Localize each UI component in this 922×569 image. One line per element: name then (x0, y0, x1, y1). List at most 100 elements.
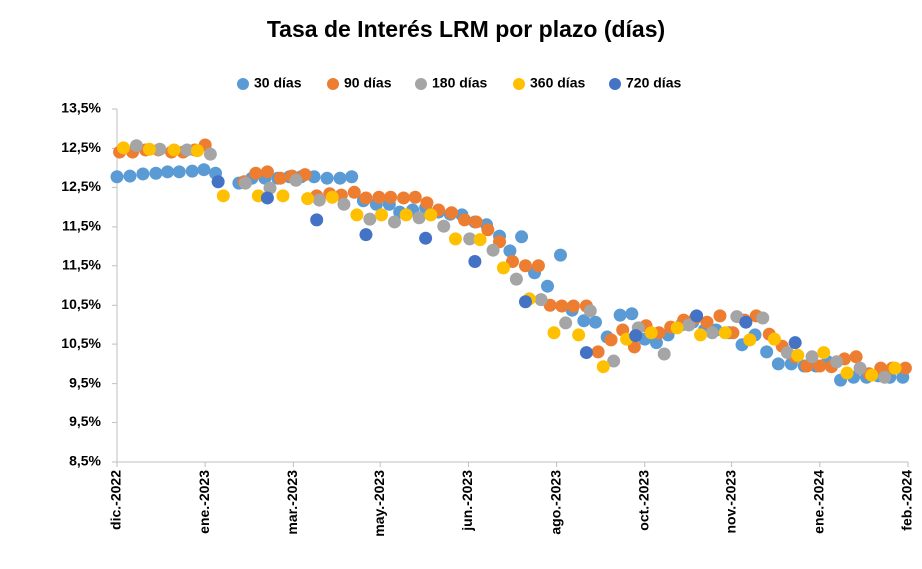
point (878, 370, 892, 384)
point (333, 171, 347, 185)
point (375, 208, 389, 222)
point (756, 311, 770, 325)
point (649, 336, 663, 350)
point (694, 328, 708, 342)
point (110, 170, 124, 184)
point (473, 233, 487, 247)
point (743, 333, 757, 347)
point (372, 190, 386, 204)
y-tick-label: 10,5% (61, 296, 101, 312)
point (301, 192, 315, 206)
legend-marker (415, 78, 427, 90)
y-tick-label: 10,5% (61, 335, 101, 351)
point (559, 316, 573, 330)
point (791, 348, 805, 362)
point (419, 231, 433, 245)
y-tick-label: 11,5% (62, 218, 101, 234)
point (577, 314, 591, 328)
point (541, 279, 555, 293)
legend-label: 90 días (344, 75, 392, 91)
point (363, 212, 377, 226)
y-tick-label: 12,5% (61, 178, 101, 194)
point (625, 307, 639, 321)
point (700, 315, 714, 329)
point (604, 333, 618, 347)
point (496, 261, 510, 275)
x-tick-label: jun.-2023 (459, 470, 475, 532)
y-tick-label: 12,5% (61, 139, 101, 155)
point (547, 326, 561, 340)
point (359, 191, 373, 205)
point (384, 190, 398, 204)
legend-label: 180 días (432, 75, 487, 91)
point (445, 206, 459, 220)
point (788, 336, 802, 350)
point (397, 191, 411, 205)
legend-label: 360 días (530, 75, 585, 91)
point (249, 166, 263, 180)
point (588, 315, 602, 329)
point (596, 360, 610, 374)
point (591, 345, 605, 359)
point (515, 230, 529, 244)
x-tick-label: oct.-2023 (635, 470, 651, 531)
point (180, 143, 194, 157)
y-tick-label: 8,5% (69, 453, 101, 469)
point (211, 175, 225, 189)
point (190, 144, 204, 158)
point (555, 299, 569, 313)
point (771, 357, 785, 371)
y-tick-label: 9,5% (69, 374, 101, 390)
point (566, 299, 580, 313)
point (463, 232, 477, 246)
point (506, 254, 519, 268)
point (408, 190, 422, 204)
x-tick-label: ago.-2023 (547, 470, 563, 535)
point (817, 346, 831, 360)
point (320, 171, 334, 185)
point (116, 141, 130, 155)
point (644, 326, 658, 340)
point (437, 219, 451, 233)
point (780, 346, 794, 360)
point (136, 167, 150, 181)
point (583, 304, 597, 318)
point (325, 190, 339, 204)
point (216, 189, 230, 203)
point (273, 171, 287, 185)
x-tick-label: ene.-2024 (811, 470, 827, 534)
y-tick-label: 13,5% (61, 100, 101, 116)
point (572, 328, 586, 342)
point (469, 215, 483, 229)
point (849, 350, 863, 364)
legend-marker (609, 78, 621, 90)
x-tick-label: may.-2023 (371, 470, 387, 537)
point (263, 181, 277, 195)
point (888, 361, 902, 375)
legend-marker (237, 78, 249, 90)
point (682, 318, 696, 332)
point (690, 309, 704, 323)
point (399, 208, 413, 222)
point (607, 354, 621, 368)
point (767, 332, 781, 346)
point (359, 228, 373, 242)
point (337, 197, 351, 211)
point (185, 164, 199, 178)
point (486, 243, 500, 257)
x-tick-label: dic.-2022 (108, 470, 124, 530)
point (468, 254, 482, 268)
point (805, 350, 819, 364)
point (260, 191, 274, 205)
point (153, 142, 167, 156)
point (412, 211, 426, 225)
point (898, 361, 912, 375)
point (347, 185, 361, 199)
point (458, 213, 472, 227)
point (481, 223, 495, 237)
point (276, 189, 290, 203)
point (420, 196, 434, 210)
point (518, 295, 532, 309)
point (149, 166, 163, 180)
